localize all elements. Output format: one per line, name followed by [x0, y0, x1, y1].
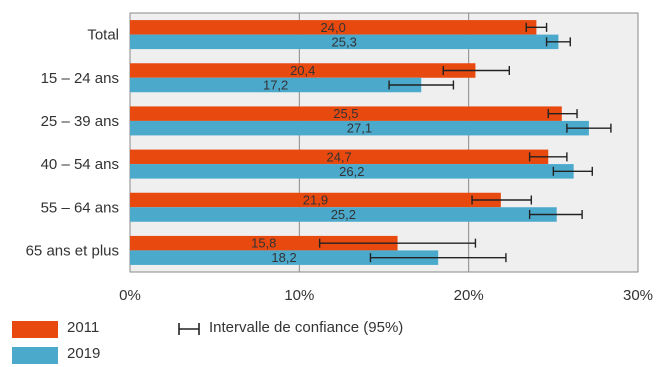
category-label: 15 – 24 ans [41, 70, 119, 87]
x-tick-labels: 0% 10% 20% 30% [119, 287, 653, 300]
plot-background [129, 12, 639, 273]
bar-2011 [130, 149, 549, 165]
grid-lines [298, 13, 470, 272]
bar-2011 [130, 192, 501, 208]
data-label-2019: 25,2 [331, 207, 356, 222]
data-label-2019: 27,1 [347, 121, 372, 136]
bar-2019 [130, 250, 439, 265]
bar-2019 [130, 77, 422, 93]
data-label-2011: 25,5 [333, 106, 358, 121]
data-label-2011: 21,9 [303, 193, 328, 208]
x-tick-label: 20% [454, 287, 484, 300]
data-label-2019: 17,2 [263, 78, 288, 93]
chart: 24,025,3 20,417,2 25,527,1 24,726,2 21,925,2… [26, 12, 653, 300]
bar-2019 [130, 164, 574, 179]
category-label: Total [87, 27, 119, 44]
category-labels: Total 15 – 24 ans 25 – 39 ans 40 – 54 ans 55… [26, 27, 119, 260]
x-tick-label: 10% [284, 287, 314, 300]
bar-2011 [130, 235, 398, 251]
legend-swatch-2019 [12, 347, 58, 364]
confidence-interval-icon [178, 323, 200, 335]
data-labels: 24,025,3 20,417,2 25,527,1 24,726,2 21,925,2… [251, 20, 372, 265]
data-label-2011: 20,4 [290, 63, 315, 78]
legend-swatch-2011 [12, 321, 58, 338]
data-label-2011: 24,7 [326, 149, 351, 164]
bar-2011 [130, 63, 476, 78]
x-tick-label: 0% [119, 287, 141, 300]
category-label: 40 – 54 ans [41, 156, 119, 173]
x-tick-label: 30% [623, 287, 653, 300]
legend-label-confidence-interval: Intervalle de confiance (95%) [209, 319, 404, 336]
error-bars [318, 22, 612, 263]
legend-label-2019: 2019 [67, 345, 101, 362]
data-label-2019: 18,2 [271, 250, 296, 265]
bars [130, 20, 589, 265]
category-label: 65 ans et plus [26, 242, 119, 259]
category-label: 25 – 39 ans [41, 113, 119, 130]
data-label-2011: 15,8 [251, 236, 276, 251]
bar-2019 [130, 207, 557, 222]
data-label-2019: 26,2 [339, 164, 364, 179]
bar-2011 [130, 106, 562, 121]
legend: 2011 2019 Intervalle de confiance (95%) [0, 300, 670, 367]
bar-2011 [130, 20, 537, 35]
legend-label-2011: 2011 [67, 319, 100, 336]
bar-2019 [130, 120, 589, 136]
data-label-2019: 25,3 [332, 34, 357, 49]
category-label: 55 – 64 ans [41, 199, 119, 216]
bar-2019 [130, 34, 559, 50]
data-label-2011: 24,0 [321, 20, 346, 35]
